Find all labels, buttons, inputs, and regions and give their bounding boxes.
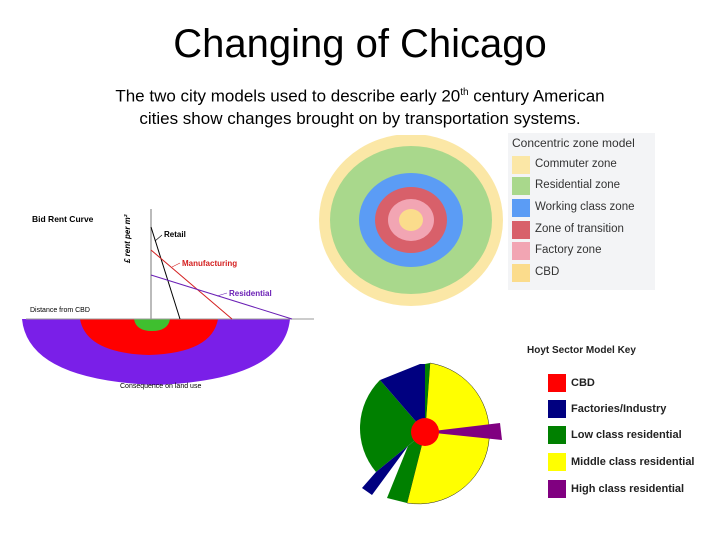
retail-curve-label: Retail <box>164 230 186 239</box>
manufacturing-pointer <box>171 262 181 268</box>
factory-zone-label: Factory zone <box>535 244 602 256</box>
residential-curve-label: Residential <box>229 289 272 298</box>
cbd-label: CBD <box>535 266 560 278</box>
bid-rent-y-label: £ rent per m² <box>123 214 132 263</box>
concentric-rings <box>319 134 503 306</box>
zone-of-transition-label: Zone of transition <box>535 223 624 235</box>
cbd-ring <box>399 209 423 231</box>
manufacturing-curve-label: Manufacturing <box>182 259 238 268</box>
residential-zone-swatch <box>512 177 530 195</box>
subtitle-line1-pre: The two city models used to describe ear… <box>115 86 461 106</box>
retail-land-band <box>134 319 170 331</box>
factories-sector-top <box>380 364 425 432</box>
page-subtitle: The two city models used to describe ear… <box>60 82 660 130</box>
residential-zone-label: Residential zone <box>535 179 621 191</box>
residential-curve <box>150 274 293 320</box>
concentric-key-title: Concentric zone model <box>512 136 635 150</box>
bid-rent-graphic <box>22 209 314 385</box>
factories-sector-bottom <box>362 432 425 495</box>
retail-pointer <box>154 234 163 242</box>
hoyt-high-class-swatch <box>548 480 566 498</box>
low-class-strip-top <box>425 363 430 432</box>
key-row-residential-zone: Residential zone <box>512 176 652 195</box>
hoyt-key-title: Hoyt Sector Model Key <box>527 345 636 356</box>
bid-rent-bottom-label: Consequence on land use <box>120 383 202 390</box>
hoyt-cbd-swatch <box>548 374 566 392</box>
working-class-zone-label: Working class zone <box>535 201 635 213</box>
hoyt-high-class-label: High class residential <box>571 483 685 495</box>
low-class-strip-bottom <box>387 432 425 503</box>
hoyt-key-row-low-class: Low class residential <box>548 426 708 446</box>
commuter-zone-label: Commuter zone <box>535 158 617 170</box>
hoyt-cbd-circle <box>411 418 439 446</box>
key-row-factory-zone: Factory zone <box>512 241 652 260</box>
hoyt-middle-class-swatch <box>548 453 566 471</box>
hoyt-key-row-middle-class: Middle class residential <box>548 453 708 473</box>
high-class-sector <box>425 423 502 440</box>
zone-of-transition-swatch <box>512 221 530 239</box>
concentric-zone-key: Concentric zone model Commuter zone Resi… <box>508 133 655 290</box>
residential-pointer <box>216 292 228 297</box>
hoyt-low-class-label: Low class residential <box>571 429 682 441</box>
hoyt-sector-diagram <box>350 360 505 510</box>
subtitle-line2: cities show changes brought on by transp… <box>139 108 581 128</box>
concentric-zone-diagram <box>315 134 507 307</box>
bid-rent-curve-diagram: Bid Rent Curve £ rent per m² Retail Manu… <box>22 205 314 400</box>
hoyt-key-row-high-class: High class residential <box>548 480 708 500</box>
hoyt-factories-label: Factories/Industry <box>571 403 667 415</box>
hoyt-factories-swatch <box>548 400 566 418</box>
key-row-working-class-zone: Working class zone <box>512 198 652 217</box>
key-row-zone-of-transition: Zone of transition <box>512 220 652 239</box>
low-class-sector-left <box>359 380 425 472</box>
working-class-zone-swatch <box>512 199 530 217</box>
manufacturing-curve <box>150 249 233 320</box>
hoyt-key-row-cbd: CBD <box>548 374 708 394</box>
hoyt-sectors <box>359 362 502 505</box>
bid-rent-title: Bid Rent Curve <box>32 214 94 224</box>
subtitle-superscript: th <box>460 87 469 98</box>
subtitle-line1-post: century American <box>468 86 605 106</box>
page-title: Changing of Chicago <box>173 22 547 66</box>
key-row-cbd: CBD <box>512 263 652 282</box>
cbd-swatch <box>512 264 530 282</box>
hoyt-low-class-swatch <box>548 426 566 444</box>
retail-curve <box>150 226 181 320</box>
factory-zone-swatch <box>512 242 530 260</box>
key-row-commuter-zone: Commuter zone <box>512 155 652 174</box>
commuter-zone-swatch <box>512 156 530 174</box>
manufacturing-land-band <box>80 319 218 355</box>
hoyt-key-row-factories: Factories/Industry <box>548 400 708 420</box>
hoyt-cbd-label: CBD <box>571 377 595 389</box>
bid-rent-x-label: Distance from CBD <box>30 307 90 314</box>
hoyt-middle-class-label: Middle class residential <box>571 456 695 468</box>
